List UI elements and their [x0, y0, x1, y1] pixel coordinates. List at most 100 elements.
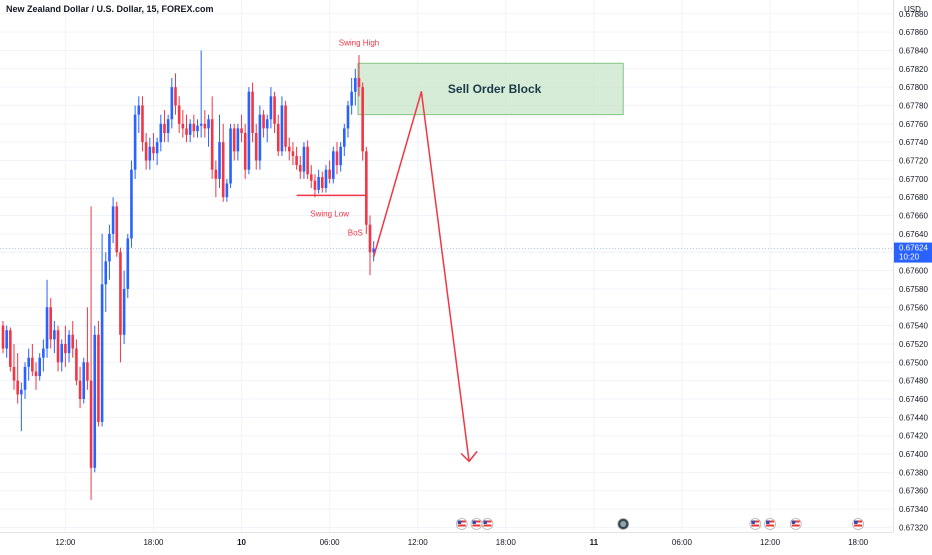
candle: [5, 325, 8, 358]
candle: [42, 339, 45, 372]
candle: [306, 140, 309, 179]
y-tick-label: 0.67600: [899, 267, 928, 276]
candle-body: [240, 128, 243, 133]
annotations: Swing High Swing Low BoS: [296, 39, 478, 463]
candle-body: [365, 151, 368, 225]
flag-canton: [854, 520, 858, 524]
x-tick-label: 18:00: [496, 538, 517, 547]
candle-body: [93, 334, 97, 468]
candle: [144, 133, 148, 170]
sell-order-block-label: Sell Order Block: [448, 82, 542, 96]
candle-body: [232, 128, 236, 152]
candle: [284, 100, 287, 152]
candle: [170, 77, 174, 129]
candle-body: [346, 105, 350, 129]
us-flag-event-icon: [481, 518, 494, 530]
candle-body: [306, 146, 309, 175]
candle-body: [185, 128, 188, 135]
candle: [324, 165, 328, 193]
bar-countdown: 10:20: [899, 253, 920, 262]
candle-body: [295, 155, 298, 166]
y-tick-label: 0.67540: [899, 322, 928, 331]
candle-body: [207, 119, 210, 129]
candle-body: [291, 151, 295, 156]
x-tick-label: 11: [590, 538, 599, 547]
us-flag-event-icon: [789, 518, 802, 530]
candle: [122, 270, 126, 344]
candle: [258, 105, 262, 170]
candle-body: [49, 307, 53, 340]
candle: [265, 114, 269, 143]
candle: [89, 206, 93, 500]
candle: [203, 110, 207, 138]
candle-body: [302, 146, 306, 172]
us-flag-event-icon: [764, 518, 776, 530]
current-price-label: 0.67624: [899, 244, 928, 253]
candle-body: [174, 87, 177, 106]
candle-body: [210, 119, 214, 170]
flag-stripe: [854, 520, 863, 523]
candle: [133, 105, 137, 179]
flag-canton: [483, 520, 487, 524]
candle: [313, 174, 317, 198]
candle-body: [265, 119, 269, 129]
candle: [320, 171, 324, 193]
candle-body: [203, 123, 207, 129]
y-tick-label: 0.67520: [899, 340, 928, 349]
flag-canton: [457, 520, 462, 524]
candle: [309, 165, 313, 189]
y-tick-label: 0.67740: [899, 138, 928, 147]
flag-stripe: [483, 520, 492, 523]
y-tick-label: 0.67760: [899, 120, 928, 129]
globe-inner: [620, 521, 627, 527]
candle-body: [339, 146, 342, 166]
candle-body: [287, 146, 291, 152]
candle-body: [170, 87, 174, 120]
candle-body: [236, 128, 240, 152]
candle: [339, 142, 342, 172]
flag-stripe: [483, 524, 492, 527]
candle-body: [254, 133, 258, 161]
candle: [20, 382, 23, 432]
candle-body: [155, 142, 159, 154]
candle: [332, 146, 335, 184]
candle: [280, 96, 284, 156]
candle: [38, 353, 41, 381]
us-flag-event-icon: [455, 518, 468, 530]
candle-body: [144, 142, 148, 161]
candle-body: [328, 169, 331, 179]
candle-body: [64, 343, 67, 354]
candle: [130, 160, 133, 248]
candle-body: [27, 357, 30, 367]
y-tick-label: 0.67700: [899, 175, 928, 184]
candle-body: [276, 123, 280, 152]
candle-body: [45, 307, 49, 349]
candle-body: [166, 119, 170, 133]
flag-canton: [751, 520, 755, 524]
y-tick-label: 0.67480: [899, 377, 928, 386]
flag-stripe: [766, 520, 775, 523]
candle-body: [5, 330, 8, 349]
y-tick-label: 0.67680: [899, 193, 928, 202]
candle-body: [251, 91, 254, 133]
candle: [210, 96, 214, 179]
candle: [287, 137, 291, 161]
candle: [45, 279, 49, 358]
candle: [298, 155, 302, 179]
candle: [97, 321, 100, 427]
candle: [221, 123, 225, 202]
candle-body: [12, 366, 16, 381]
candle: [148, 137, 152, 170]
candle-body: [199, 123, 203, 126]
flag-stripe: [751, 524, 760, 527]
event-markers: [455, 518, 865, 530]
candle: [163, 110, 166, 143]
candle: [78, 366, 82, 409]
y-tick-label: 0.67420: [899, 432, 928, 441]
current-price-badge: [894, 242, 932, 263]
candle-body: [38, 357, 41, 377]
candle-body: [229, 128, 232, 184]
candle-body: [343, 128, 346, 147]
